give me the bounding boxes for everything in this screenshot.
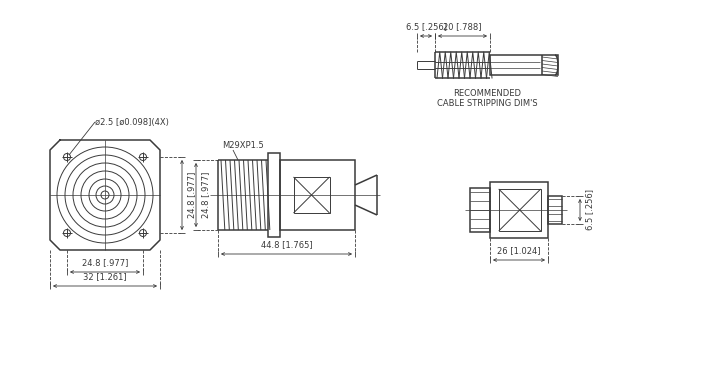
Text: ø2.5 [ø0.098](4X): ø2.5 [ø0.098](4X) xyxy=(95,117,169,126)
Bar xyxy=(490,182,548,238)
Bar xyxy=(294,177,330,213)
Text: 44.8 [1.765]: 44.8 [1.765] xyxy=(261,240,312,249)
Text: 20 [.788]: 20 [.788] xyxy=(444,22,482,31)
Text: RECOMMENDED: RECOMMENDED xyxy=(454,89,521,98)
Text: 26 [1.024]: 26 [1.024] xyxy=(498,246,541,255)
Text: 6.5 [.256]: 6.5 [.256] xyxy=(585,190,594,230)
Text: 24.8 [.977]: 24.8 [.977] xyxy=(187,172,196,218)
Bar xyxy=(490,55,558,75)
Text: 24.8 [.977]: 24.8 [.977] xyxy=(82,258,128,267)
Text: 32 [1.261]: 32 [1.261] xyxy=(84,272,127,281)
Bar xyxy=(499,189,541,231)
Text: CABLE STRIPPING DIM'S: CABLE STRIPPING DIM'S xyxy=(437,99,538,108)
Text: 6.5 [.256]: 6.5 [.256] xyxy=(405,22,446,31)
Text: 24.8 [.977]: 24.8 [.977] xyxy=(201,172,210,218)
Bar xyxy=(280,160,355,230)
Text: M29XP1.5: M29XP1.5 xyxy=(222,141,264,150)
Bar xyxy=(470,188,490,232)
Bar xyxy=(548,196,562,224)
Bar xyxy=(268,153,280,237)
